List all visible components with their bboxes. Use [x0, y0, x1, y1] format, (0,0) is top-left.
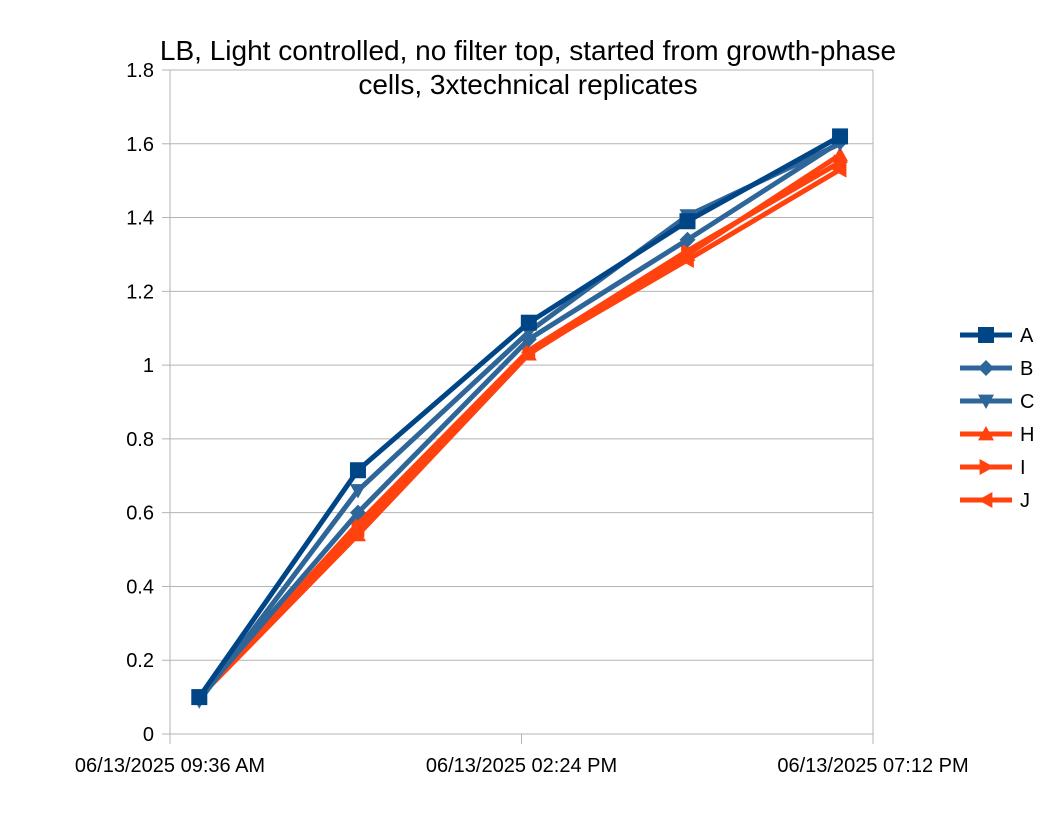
x-axis-ticks: 06/13/2025 09:36 AM 06/13/2025 02:24 PM 06…	[75, 734, 969, 777]
legend-item-A: A	[960, 325, 1034, 347]
series-A	[191, 128, 849, 706]
series-line-J	[197, 167, 842, 699]
marker-triangle-left	[832, 161, 847, 178]
y-tick-label: 0.4	[126, 576, 154, 598]
marker-diamond	[679, 231, 696, 248]
legend-label: B	[1020, 358, 1033, 380]
y-tick-label: 0	[143, 724, 154, 746]
legend-item-J: J	[960, 490, 1030, 512]
y-tick-label: 1.2	[126, 281, 154, 303]
marker-square	[349, 462, 366, 479]
legend-label: A	[1020, 325, 1034, 347]
legend-label: I	[1020, 457, 1026, 479]
y-tick-label: 0.6	[126, 503, 154, 525]
marker-square	[978, 327, 994, 343]
series-I	[192, 154, 849, 706]
legend-item-C: C	[960, 391, 1034, 413]
y-tick-label: 1.6	[126, 134, 154, 156]
series-H	[191, 146, 849, 704]
y-axis-ticks: 0 0.2 0.4 0.6 0.8 1 1.2 1.4 1.6 1.8	[126, 60, 170, 746]
marker-diamond	[978, 360, 994, 376]
legend-label: C	[1020, 391, 1034, 413]
marker-square	[679, 213, 696, 230]
legend-label: J	[1020, 490, 1030, 512]
marker-triangle-left	[978, 492, 993, 508]
marker-diamond	[520, 331, 537, 348]
chart-title-line-2: cells, 3xtechnical replicates	[358, 69, 697, 100]
marker-triangle-up	[679, 246, 696, 261]
series-group	[191, 128, 849, 709]
axes	[169, 70, 874, 735]
y-tick-label: 0.8	[126, 429, 154, 451]
series-B	[191, 133, 849, 706]
y-tick-label: 1.8	[126, 60, 154, 82]
series-line-I	[197, 160, 842, 699]
x-tick-label: 06/13/2025 02:24 PM	[426, 755, 617, 777]
marker-triangle-up	[349, 526, 366, 542]
series-J	[191, 161, 847, 706]
marker-square	[191, 689, 208, 706]
marker-triangle-up	[832, 146, 849, 162]
marker-square	[520, 314, 537, 331]
x-tick-label: 06/13/2025 09:36 AM	[75, 755, 265, 777]
chart-title-line-1: LB, Light controlled, no filter top, sta…	[160, 35, 896, 66]
y-tick-label: 0.2	[126, 650, 154, 672]
marker-triangle-right	[979, 459, 994, 475]
marker-diamond	[349, 504, 366, 521]
y-tick-label: 1.4	[126, 208, 154, 230]
legend-label: H	[1020, 424, 1034, 446]
legend-item-B: B	[960, 358, 1033, 380]
x-tick-label: 06/13/2025 07:12 PM	[777, 755, 968, 777]
legend-item-H: H	[960, 424, 1034, 446]
legend-item-I: I	[960, 457, 1026, 479]
marker-triangle-up	[520, 346, 537, 361]
series-line-H	[197, 152, 842, 699]
marker-square	[832, 128, 849, 145]
marker-triangle-up	[978, 426, 994, 441]
marker-triangle-down	[978, 394, 994, 409]
y-tick-label: 1	[143, 355, 154, 377]
marker-triangle-down	[349, 484, 366, 499]
